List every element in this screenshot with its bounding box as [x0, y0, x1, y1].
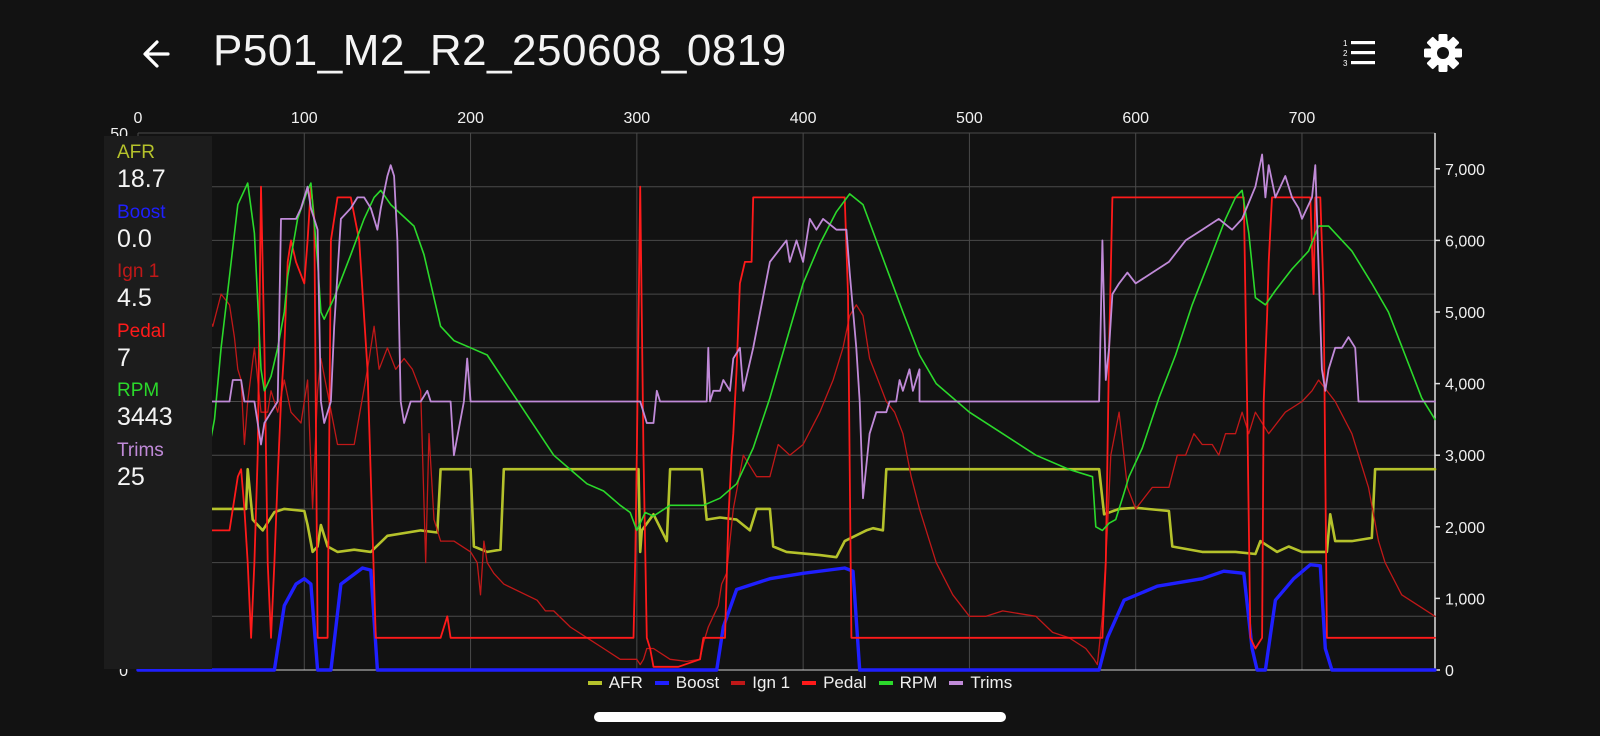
readout-label: Ign 1: [117, 261, 160, 282]
svg-text:2: 2: [1343, 49, 1348, 58]
x-axis-tick-label: 600: [1122, 110, 1149, 127]
right-axis-tick-label: 4,000: [1445, 377, 1485, 394]
readout-label: Pedal: [117, 320, 166, 342]
series-line-trims: [206, 153, 1436, 500]
legend-swatch: [731, 681, 746, 685]
chart-legend: AFR Boost Ign 1 Pedal RPM Trims: [0, 670, 1600, 693]
readout-value: 25: [117, 462, 145, 491]
legend-swatch: [654, 681, 669, 685]
legend-item[interactable]: Boost: [654, 673, 720, 693]
legend-item[interactable]: Pedal: [802, 673, 867, 693]
legend-label: RPM: [899, 673, 938, 692]
right-axis-tick-label: 6,000: [1445, 233, 1485, 250]
series-line-pedal: [206, 185, 1436, 668]
readout-value: 3443: [117, 403, 173, 431]
series-line-rpm: [207, 182, 1436, 532]
right-axis-tick-label: 3,000: [1445, 448, 1485, 465]
legend-item[interactable]: RPM: [878, 673, 938, 693]
right-axis-tick-label: 7,000: [1445, 162, 1485, 179]
readout-label: RPM: [117, 380, 160, 401]
series-line-boost: [136, 563, 1437, 672]
legend-label: Pedal: [823, 673, 867, 692]
settings-button[interactable]: [1420, 30, 1466, 76]
legend-swatch: [802, 681, 817, 685]
page-title: P501_M2_R2_250608_0819: [213, 26, 787, 75]
right-axis-tick-label: 2,000: [1445, 520, 1485, 537]
series-line-ign-1: [207, 293, 1436, 666]
legend-item[interactable]: AFR: [587, 673, 643, 693]
app-bar: P501_M2_R2_250608_0819 1 2 3: [0, 0, 1600, 110]
arrow-left-icon: [143, 40, 170, 68]
home-indicator[interactable]: [594, 712, 1006, 722]
readout-value: 7: [117, 343, 131, 372]
back-button[interactable]: [132, 28, 182, 78]
right-axis-tick-label: 1,000: [1445, 591, 1485, 608]
series-line-afr: [206, 467, 1437, 559]
svg-text:1: 1: [1343, 39, 1348, 48]
legend-label: Trims: [970, 673, 1013, 692]
right-axis-tick-label: 5,000: [1445, 305, 1485, 322]
legend-swatch: [949, 681, 964, 685]
legend-label: Boost: [675, 673, 720, 692]
legend-label: Ign 1: [752, 673, 791, 692]
readout-label: Boost: [117, 201, 166, 223]
legend-swatch: [878, 681, 893, 685]
x-axis-tick-label: 200: [457, 110, 484, 127]
legend-swatch: [587, 681, 602, 685]
gear-icon: [1424, 34, 1462, 72]
left-axis-tick-label: 0: [119, 663, 128, 680]
legend-item[interactable]: Ign 1: [731, 673, 790, 693]
readout-value: 0.0: [117, 224, 152, 253]
x-axis-tick-label: 700: [1289, 110, 1316, 127]
svg-text:3: 3: [1343, 59, 1348, 68]
numbered-list-icon: 1 2 3: [1343, 39, 1375, 68]
x-axis-tick-label: 0: [134, 110, 143, 127]
x-axis-tick-label: 500: [956, 110, 983, 127]
legend-item[interactable]: Trims: [949, 673, 1012, 693]
readout-value: 18.7: [117, 165, 166, 193]
right-axis-tick-label: 0: [1445, 663, 1454, 680]
legend-label: AFR: [608, 673, 643, 692]
readout-value: 4.5: [117, 284, 152, 312]
x-axis-tick-label: 100: [291, 110, 318, 127]
readout-label: Trims: [117, 439, 164, 461]
x-axis-tick-label: 300: [623, 110, 650, 127]
value-readout-panel: AFR 18.7 Boost 0.0 Ign 1 4.5 Pedal 7 RPM 3443 Trim…: [104, 136, 212, 669]
readout-label: AFR: [117, 142, 155, 163]
x-axis-tick-label: 400: [790, 110, 817, 127]
list-view-button[interactable]: 1 2 3: [1340, 34, 1380, 74]
